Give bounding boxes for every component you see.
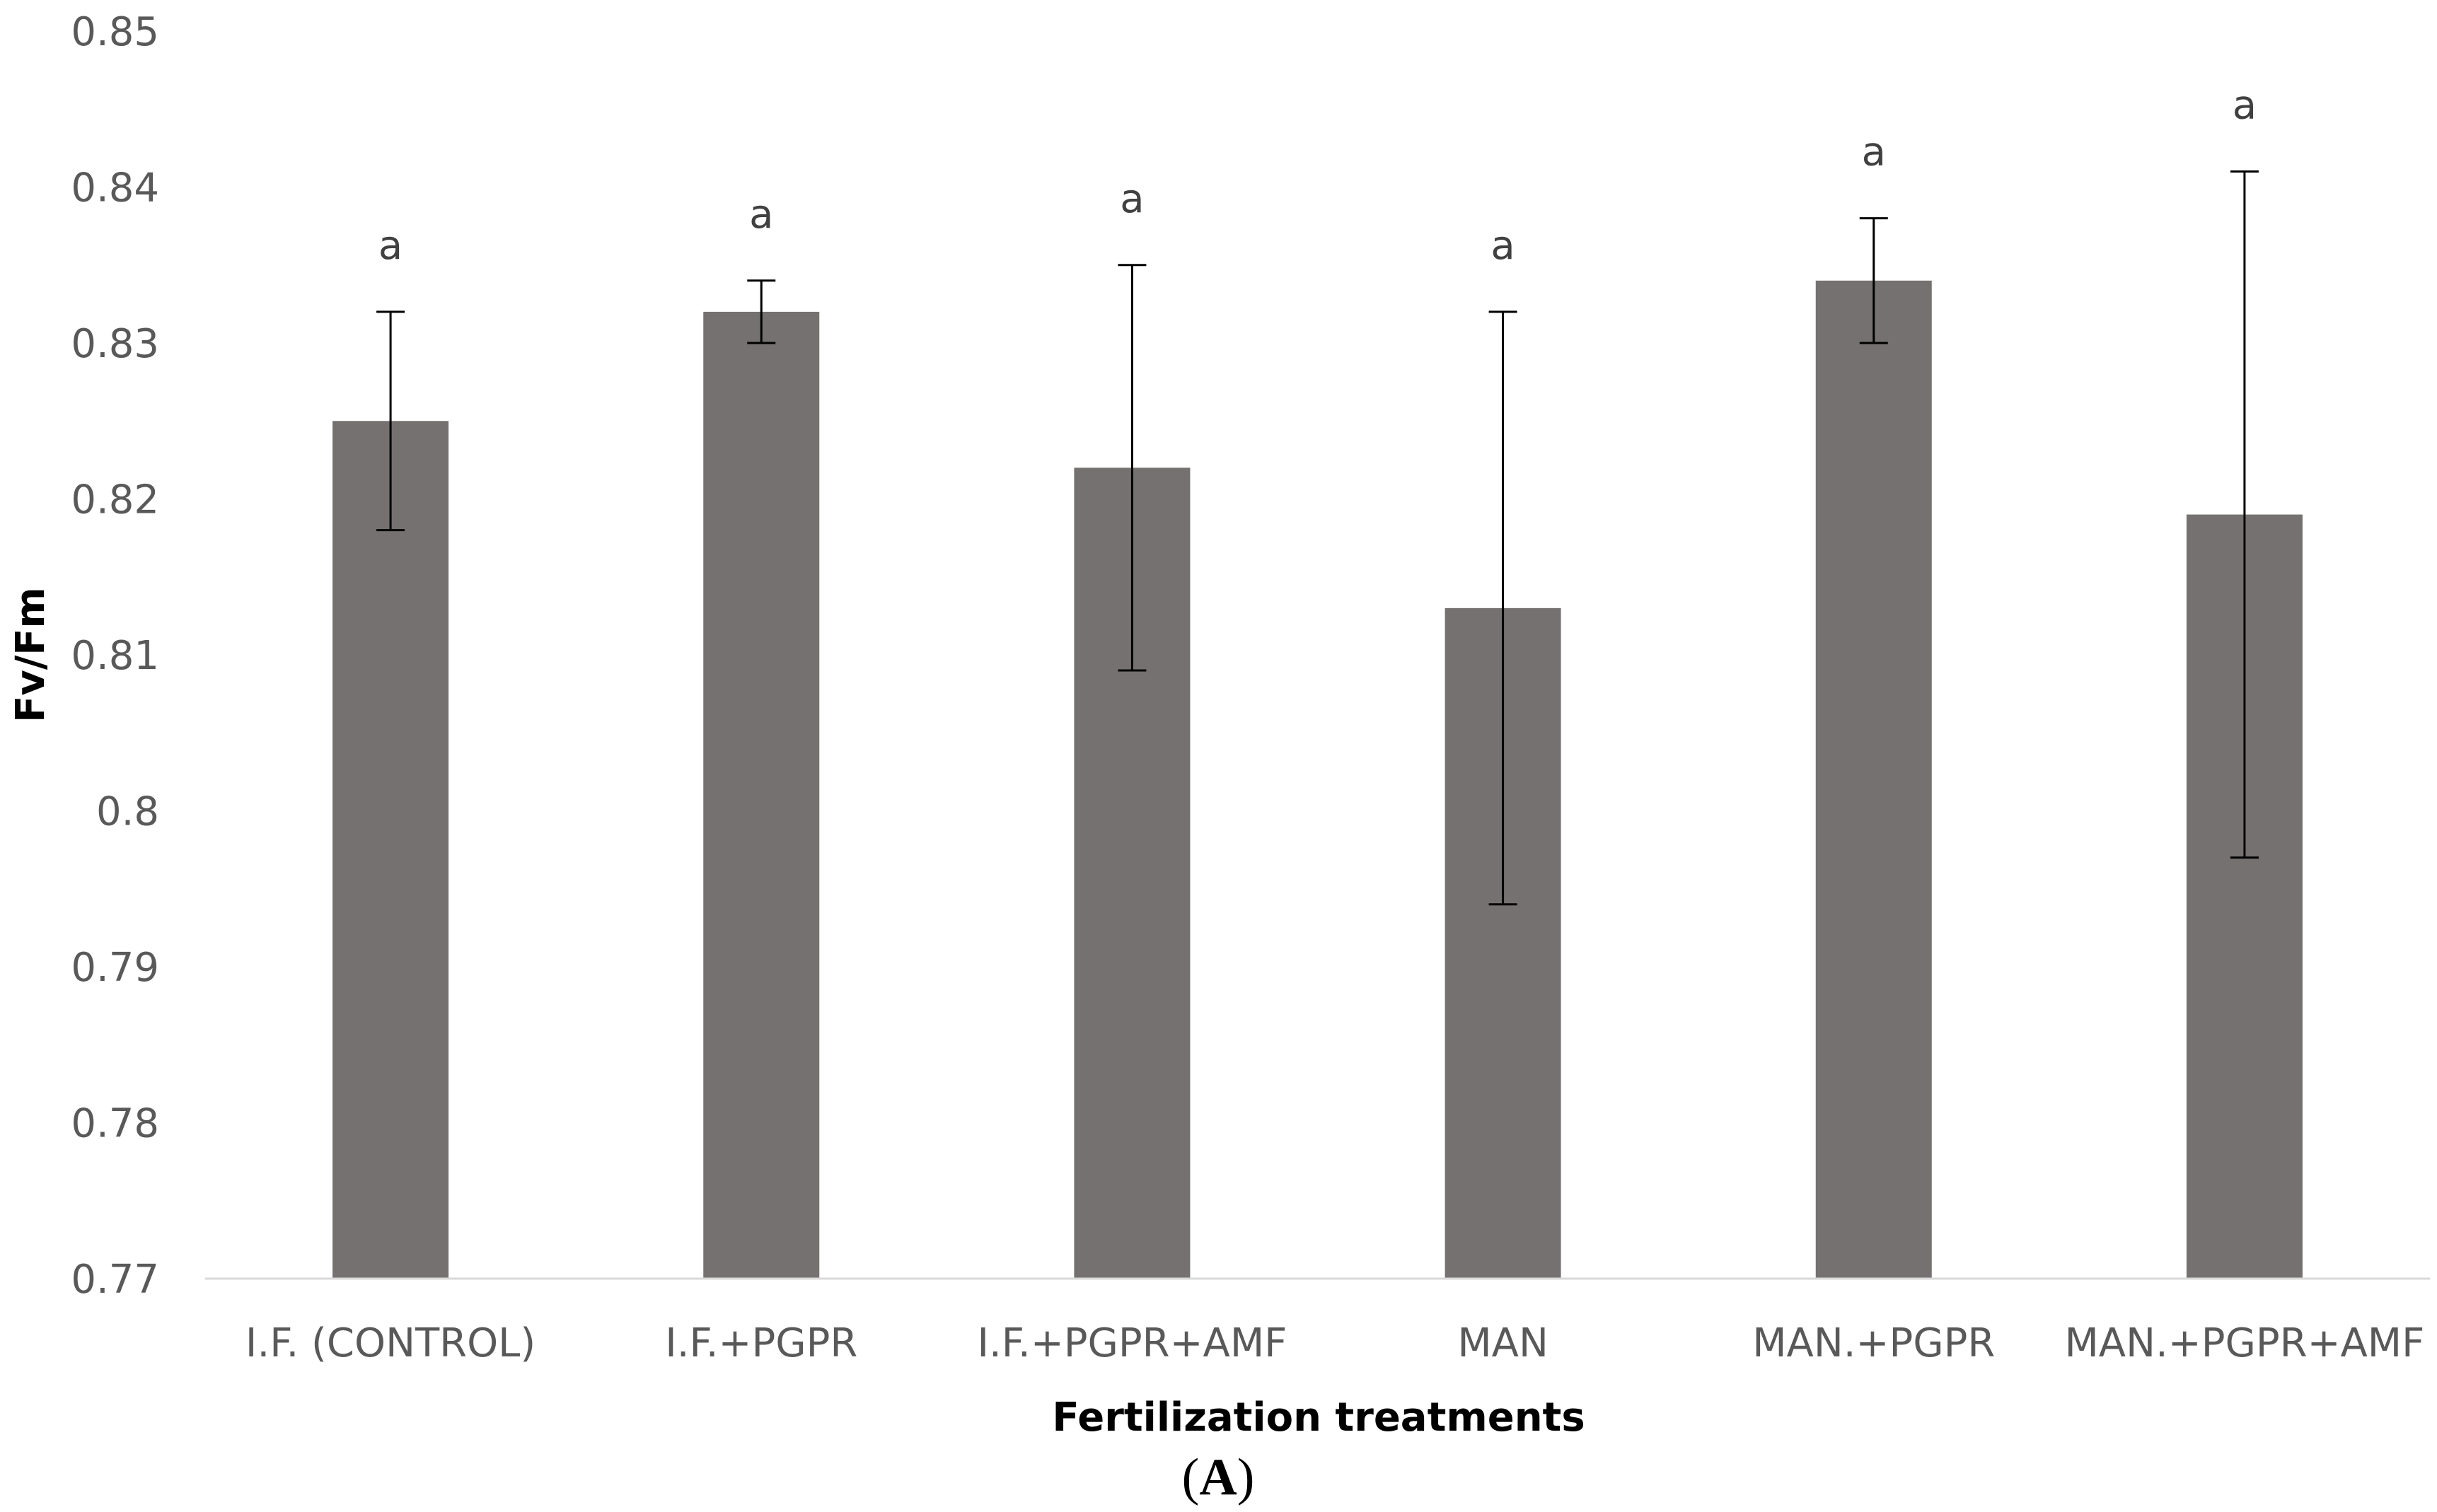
significance-letter: a	[1120, 176, 1144, 222]
y-tick-label: 0.79	[71, 945, 159, 991]
significance-letter: a	[749, 192, 773, 238]
error-bar	[1118, 264, 1147, 672]
y-axis-ticks: 0.77 0.78 0.79 0.8 0.81 0.82 0.83 0.84 0.85	[71, 9, 159, 1303]
x-axis-tick-labels: I.F. (CONTROL) I.F.+PGPR I.F.+PGPR+AMF MAN M…	[245, 1320, 2424, 1366]
panel-label-letter: A	[1199, 1448, 1237, 1506]
y-axis-title: Fv/Fm	[8, 587, 54, 723]
significance-letter: a	[1490, 223, 1515, 269]
x-axis-title: Fertilization treatments	[1052, 1395, 1585, 1441]
error-bar	[2230, 170, 2259, 859]
x-tick-label: I.F. (CONTROL)	[245, 1320, 536, 1366]
panel-label: (A)	[1182, 1448, 1255, 1506]
bar	[332, 421, 449, 1279]
x-tick-label: MAN.+PGPR+AMF	[2064, 1320, 2424, 1366]
y-tick-label: 0.82	[71, 477, 159, 523]
significance-letter: a	[378, 223, 403, 269]
x-tick-label: MAN.+PGPR	[1752, 1320, 1995, 1366]
significance-letter: a	[1862, 129, 1886, 175]
x-tick-label: I.F.+PGPR	[665, 1320, 857, 1366]
error-bars-group	[376, 170, 2259, 906]
y-tick-label: 0.85	[71, 9, 159, 55]
error-bar	[1488, 310, 1517, 906]
panel-label-open: (	[1182, 1448, 1200, 1506]
y-tick-label: 0.8	[96, 789, 159, 835]
significance-letter: a	[2233, 82, 2257, 128]
panel-label-close: )	[1237, 1448, 1255, 1506]
significance-letters-group: a a a a a a	[378, 82, 2257, 268]
y-tick-label: 0.77	[71, 1257, 159, 1303]
error-bar	[1859, 217, 1888, 344]
y-tick-label: 0.83	[71, 321, 159, 367]
x-tick-label: I.F.+PGPR+AMF	[977, 1320, 1287, 1366]
x-tick-label: MAN	[1457, 1320, 1549, 1366]
bar	[1815, 280, 1932, 1279]
y-tick-label: 0.78	[71, 1101, 159, 1147]
y-tick-label: 0.81	[71, 633, 159, 679]
error-bar	[747, 279, 776, 344]
error-bar	[376, 310, 405, 532]
bars-group	[332, 280, 2303, 1279]
bar	[703, 311, 820, 1279]
y-tick-label: 0.84	[71, 165, 159, 211]
